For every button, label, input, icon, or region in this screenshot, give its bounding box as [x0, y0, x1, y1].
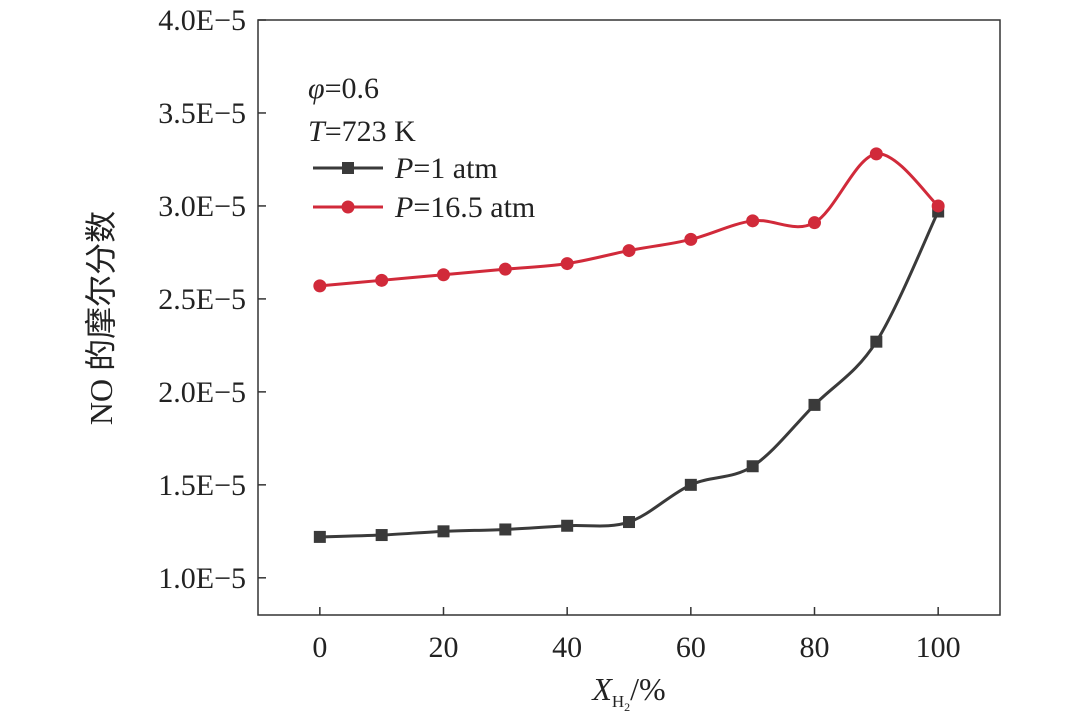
data-point-circle [684, 232, 698, 246]
y-tick-label: 3.5E−5 [158, 97, 246, 130]
data-point-square [684, 478, 697, 491]
y-tick-label: 4.0E−5 [158, 4, 246, 37]
x-tick-label: 100 [916, 631, 961, 664]
data-point-square [437, 525, 450, 538]
data-point-square [746, 460, 759, 473]
data-point-square [499, 523, 512, 536]
legend-item-series-1: P=1 atm [313, 152, 498, 185]
legend-marker-circle [341, 200, 355, 214]
series-layer [313, 147, 945, 543]
data-point-circle [437, 268, 450, 282]
series-1-line [319, 210, 940, 539]
y-axis-title: NO 的摩尔分数 [83, 211, 119, 425]
x-axis-title: XH2/% [590, 671, 665, 714]
y-tick-label: 2.5E−5 [158, 283, 246, 316]
x-axis: 0 20 40 60 80 100 [312, 607, 961, 664]
series-2-line [319, 152, 940, 288]
x-tick-label: 0 [312, 631, 327, 664]
data-point-circle [498, 262, 512, 276]
annotation-temperature: T=723 K [308, 115, 416, 148]
data-point-square [808, 398, 821, 411]
data-point-circle [869, 147, 883, 161]
data-point-circle [560, 257, 574, 271]
legend-marker-square [342, 162, 354, 174]
x-tick-label: 20 [429, 631, 459, 664]
x-tick-label: 80 [800, 631, 830, 664]
series-1 [313, 205, 945, 543]
x-tick-label: 60 [676, 631, 706, 664]
data-point-circle [746, 214, 760, 228]
y-tick-label: 1.0E−5 [158, 562, 246, 595]
data-point-circle [622, 244, 636, 258]
y-tick-label: 2.0E−5 [158, 376, 246, 409]
legend-item-series-2: P=16.5 atm [313, 191, 535, 224]
data-point-circle [808, 216, 821, 230]
data-point-square [870, 335, 883, 348]
data-point-square [561, 519, 574, 532]
data-point-square [375, 529, 388, 542]
data-point-square [623, 516, 635, 529]
data-point-circle [313, 279, 327, 293]
x-tick-label: 40 [552, 631, 582, 664]
plot-frame [257, 19, 1001, 616]
annotation-phi: φ=0.6 [308, 72, 379, 105]
y-tick-label: 3.0E−5 [158, 190, 246, 223]
data-point-circle [931, 199, 945, 213]
y-axis: 1.0E−5 1.5E−5 2.0E−5 2.5E−5 3.0E−5 3.5E−5 4.0E… [158, 4, 266, 595]
data-point-circle [375, 273, 389, 287]
series-2 [313, 147, 945, 293]
y-tick-label: 1.5E−5 [158, 469, 246, 502]
legend-label-series-2: P=16.5 atm [394, 191, 535, 224]
legend: P=1 atm P=16.5 atm [313, 152, 535, 224]
data-point-square [313, 530, 326, 543]
legend-label-series-1: P=1 atm [394, 152, 498, 185]
